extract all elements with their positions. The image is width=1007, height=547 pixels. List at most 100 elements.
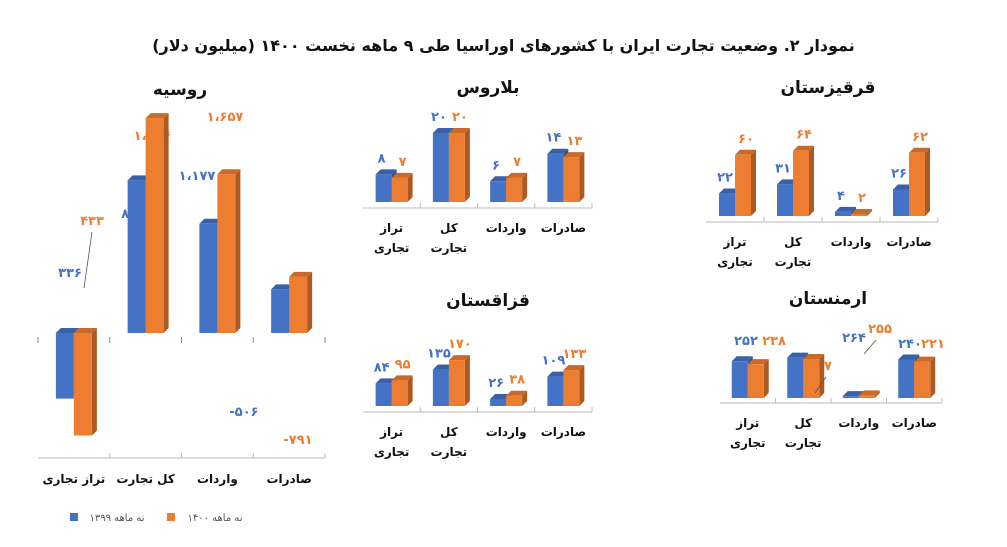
bar-top — [145, 113, 169, 119]
bar-top — [803, 353, 825, 359]
bar-front — [851, 213, 867, 216]
bar-front — [55, 333, 74, 399]
bar-front — [375, 383, 392, 406]
chart-title: قرقیزستان — [781, 78, 876, 98]
category-label: صادرات — [541, 425, 586, 439]
bar-top — [432, 364, 454, 370]
chart-title: روسیه — [153, 80, 207, 100]
data-label: ۷ — [399, 155, 407, 170]
bar-top — [914, 356, 936, 362]
bar-orange — [73, 328, 97, 436]
category-label: واردات — [486, 221, 527, 236]
bar-side — [751, 149, 756, 216]
chart-title: بلاروس — [456, 78, 519, 98]
legend-label: نه ماهه ۱۳۹۹ — [89, 513, 144, 524]
legend: نه ماهه ۱۳۹۹ نه ماهه ۱۴۰۰ — [70, 513, 243, 524]
bar-side — [464, 355, 470, 406]
bar-orange — [289, 271, 313, 333]
data-label: ۲۶ — [488, 376, 504, 391]
bar-front — [735, 154, 751, 216]
category-label: صادرات — [541, 221, 586, 235]
data-label: ۱۳ — [566, 134, 582, 149]
bar-side — [579, 365, 585, 406]
bar-front — [391, 380, 408, 406]
bar-orange — [851, 208, 872, 216]
bar-front — [563, 370, 580, 406]
data-label: ۶۰ — [738, 132, 754, 147]
bar-front — [490, 181, 507, 202]
bar-top — [898, 354, 920, 360]
data-label: ۱۰۹ — [541, 354, 565, 369]
bar-side — [464, 128, 470, 202]
category-label: کل تجارت — [431, 221, 468, 255]
bar-orange — [793, 145, 814, 216]
category-label: صادرات — [892, 416, 937, 430]
bar-side — [809, 145, 814, 216]
bar-orange — [391, 375, 413, 406]
bar-side — [819, 353, 825, 398]
data-label: ۲۵۵ — [868, 322, 892, 337]
bar-front — [391, 177, 408, 202]
data-label: ۶۲ — [912, 130, 928, 145]
bar-top — [448, 355, 470, 361]
bar-top — [391, 375, 413, 381]
category-label: کل تجارت — [431, 425, 468, 459]
data-label: -۵۰۶ — [229, 405, 258, 420]
bar-orange — [506, 390, 528, 406]
bar-top — [563, 365, 585, 371]
data-label: ۲۰ — [452, 110, 468, 125]
bar-top — [506, 390, 528, 396]
bar-front — [432, 133, 449, 202]
bar-front — [893, 189, 909, 216]
bar-side — [579, 152, 585, 202]
category-label: واردات — [486, 425, 527, 440]
bar-top — [217, 169, 241, 175]
bar-top — [448, 128, 470, 133]
bar-front — [199, 223, 218, 333]
bar-front — [127, 180, 146, 333]
bar-front — [271, 289, 290, 333]
data-label: ۸ — [378, 151, 386, 166]
bar-front — [432, 369, 449, 406]
bar-top — [909, 147, 930, 153]
bar-front — [506, 395, 523, 406]
bar-top — [851, 208, 872, 214]
bar-front — [547, 153, 564, 202]
bar-orange — [803, 353, 825, 398]
data-label: ۳۱ — [775, 161, 791, 176]
bar-top — [506, 172, 528, 178]
bar-orange — [563, 152, 585, 202]
bar-orange — [858, 390, 880, 398]
bar-orange — [145, 113, 169, 333]
data-label: ۴ — [837, 189, 845, 204]
bar-top — [547, 371, 569, 377]
data-label: ۲۶ — [891, 166, 907, 181]
bar-side — [307, 271, 313, 333]
data-label: ۱،۱۷۷ — [179, 169, 216, 184]
bar-top — [490, 393, 512, 399]
bar-top — [375, 378, 397, 384]
legend-swatch — [167, 513, 175, 521]
bar-orange — [735, 149, 756, 216]
data-label: ۶۴ — [796, 128, 812, 143]
bar-side — [925, 147, 930, 216]
bar-orange — [448, 355, 470, 406]
bar-front — [858, 395, 875, 398]
category-label: صادرات — [886, 235, 931, 249]
bar-front — [777, 184, 793, 216]
bar-top — [735, 149, 756, 155]
bar-side — [874, 390, 880, 398]
data-label: ۲۲ — [717, 171, 733, 186]
bar-side — [522, 390, 528, 406]
figure-title: نمودار ۲. وضعیت تجارت ایران با کشورهای ا… — [152, 36, 855, 55]
bar-front — [835, 211, 851, 216]
chart-title: ارمنستان — [789, 289, 867, 309]
category-label: کل تجارت — [775, 235, 812, 269]
bar-front — [448, 133, 465, 202]
bar-front — [803, 358, 820, 398]
bar-front — [914, 361, 931, 398]
chart-title: قزاقستان — [446, 291, 530, 311]
bar-front — [547, 376, 564, 406]
bar-orange — [391, 172, 413, 202]
